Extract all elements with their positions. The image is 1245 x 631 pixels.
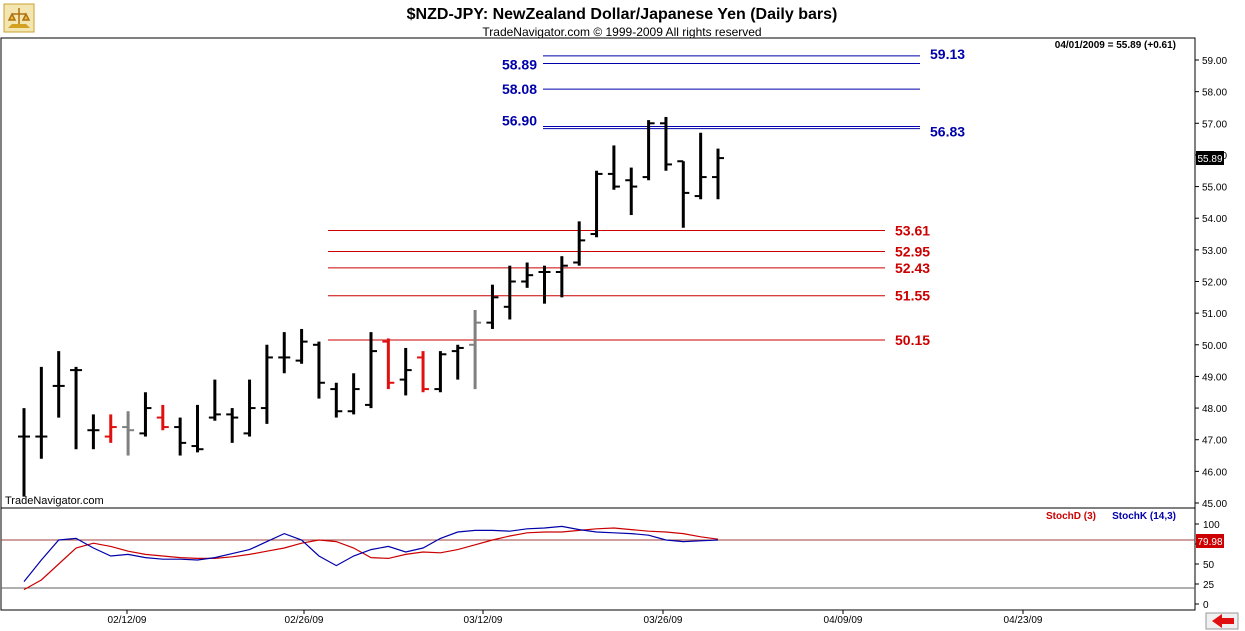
- stochastic-lines: [1, 525, 1195, 591]
- ohlc-bar: [625, 167, 638, 216]
- price-tick-label: 52.00: [1202, 278, 1227, 289]
- ohlc-bar: [382, 338, 395, 390]
- scroll-right-arrow-icon[interactable]: [1205, 612, 1239, 630]
- level-label: 59.13: [930, 46, 965, 62]
- ohlc-bar: [347, 373, 360, 415]
- ohlc-bar: [573, 221, 586, 266]
- ohlc-bar: [365, 332, 377, 409]
- date-tick-label: 04/09/09: [824, 615, 863, 626]
- ohlc-bar: [555, 256, 568, 298]
- last-price-label: 55.89: [1197, 154, 1222, 165]
- price-tick-label: 45.00: [1202, 499, 1227, 510]
- level-label: 56.90: [502, 112, 537, 128]
- level-label: 52.95: [895, 243, 930, 259]
- ohlc-bar: [330, 382, 343, 418]
- ohlc-bar: [18, 408, 30, 497]
- level-label: 53.61: [895, 223, 930, 239]
- level-label: 50.15: [895, 332, 930, 348]
- price-tick-label: 53.00: [1202, 246, 1227, 257]
- tradenavigator-logo-icon[interactable]: [3, 3, 35, 33]
- price-tick-label: 49.00: [1202, 372, 1227, 383]
- price-tick-label: 51.00: [1202, 309, 1227, 320]
- ohlc-bar: [712, 148, 724, 200]
- ohlc-bar: [486, 284, 499, 329]
- ohlc-bar: [295, 328, 308, 364]
- price-tick-label: 59.00: [1202, 56, 1227, 67]
- ohlc-bar: [503, 265, 516, 320]
- stoch-last-value-label: 79.98: [1197, 537, 1222, 548]
- ohlc-bar: [469, 309, 482, 390]
- ohlc-bar: [417, 351, 430, 393]
- date-tick-label: 03/12/09: [464, 615, 503, 626]
- ohlc-bar: [70, 366, 83, 450]
- last-price-tag: [1196, 151, 1224, 165]
- level-label: 58.08: [502, 81, 537, 97]
- ohlc-bar: [139, 392, 152, 437]
- ohlc-bar: [642, 120, 655, 181]
- copyright-text: TradeNavigator.com © 1999-2009 All right…: [482, 25, 761, 39]
- stochK-legend: StochK (14,3): [1112, 511, 1176, 522]
- stoch-tick-label: 50: [1203, 560, 1215, 571]
- price-tick-label: 57.00: [1202, 119, 1227, 130]
- ohlc-bar: [278, 332, 291, 374]
- stochK-series-line: [23, 525, 719, 582]
- date-tick-label: 04/23/09: [1004, 615, 1043, 626]
- ohlc-bar: [87, 414, 100, 450]
- level-label: 56.83: [930, 124, 965, 140]
- ohlc-bar: [191, 404, 204, 453]
- stoch-tick-label: 25: [1203, 580, 1215, 591]
- stochD-legend: StochD (3): [1046, 511, 1096, 522]
- price-tick-label: 50.00: [1202, 341, 1227, 352]
- price-tick-label: 48.00: [1202, 404, 1227, 415]
- price-y-axis: 45.00 46.00 47.00 48.00 49.00 50.00 51.00 52.00…: [1195, 56, 1227, 510]
- level-label: 52.43: [895, 260, 930, 276]
- ohlc-bar: [607, 145, 620, 190]
- price-bars: [18, 116, 724, 497]
- stochastic-panel: [0, 507, 1196, 611]
- ohlc-bar: [677, 160, 690, 228]
- price-tick-label: 55.00: [1202, 183, 1227, 194]
- ohlc-bar: [312, 341, 325, 399]
- ohlc-bar: [174, 417, 187, 456]
- stochastic-y-axis: 0255075100: [1195, 520, 1220, 611]
- stochD-series-line: [23, 527, 719, 591]
- date-tick-label: 03/26/09: [644, 615, 683, 626]
- stoch-tick-label: 100: [1203, 520, 1220, 531]
- chart-title: $NZD-JPY: NewZealand Dollar/Japanese Yen…: [407, 6, 838, 23]
- price-tick-label: 47.00: [1202, 436, 1227, 447]
- ohlc-bar: [538, 265, 551, 304]
- ohlc-bar: [122, 411, 135, 456]
- price-tick-label: 54.00: [1202, 214, 1227, 225]
- price-tick-label: 58.00: [1202, 88, 1227, 99]
- ohlc-bar: [104, 414, 117, 443]
- ohlc-bar: [35, 366, 48, 459]
- ohlc-bar: [590, 170, 603, 238]
- ohlc-bar: [208, 379, 221, 421]
- quote-readout: 04/01/2009 = 55.89 (+0.61): [1055, 40, 1176, 51]
- level-label: 58.89: [502, 56, 537, 72]
- price-tick-label: 46.00: [1202, 467, 1227, 478]
- ohlc-bar: [694, 132, 707, 200]
- ohlc-bar: [521, 262, 534, 288]
- ohlc-bar: [243, 379, 256, 437]
- ohlc-bar: [226, 408, 239, 443]
- ohlc-bar: [434, 351, 447, 393]
- watermark-text: TradeNavigator.com: [5, 495, 104, 507]
- ohlc-bar: [52, 351, 65, 418]
- date-tick-label: 02/12/09: [108, 615, 147, 626]
- date-tick-label: 02/26/09: [285, 615, 324, 626]
- price-levels: 59.13 58.89 58.08 56.90 56.83 53.61 52.9552.43…: [328, 46, 965, 348]
- stoch-tick-label: 0: [1203, 600, 1209, 611]
- level-label: 51.55: [895, 288, 930, 304]
- ohlc-bar: [260, 344, 273, 424]
- ohlc-bar: [399, 347, 412, 396]
- ohlc-bar: [451, 344, 464, 380]
- ohlc-bar: [659, 116, 672, 171]
- stoch-last-value-tag: [1196, 534, 1224, 548]
- ohlc-bar: [156, 404, 169, 431]
- date-x-axis: 02/12/09 02/26/09 03/12/09 03/26/09 04/09/09…: [108, 610, 1043, 626]
